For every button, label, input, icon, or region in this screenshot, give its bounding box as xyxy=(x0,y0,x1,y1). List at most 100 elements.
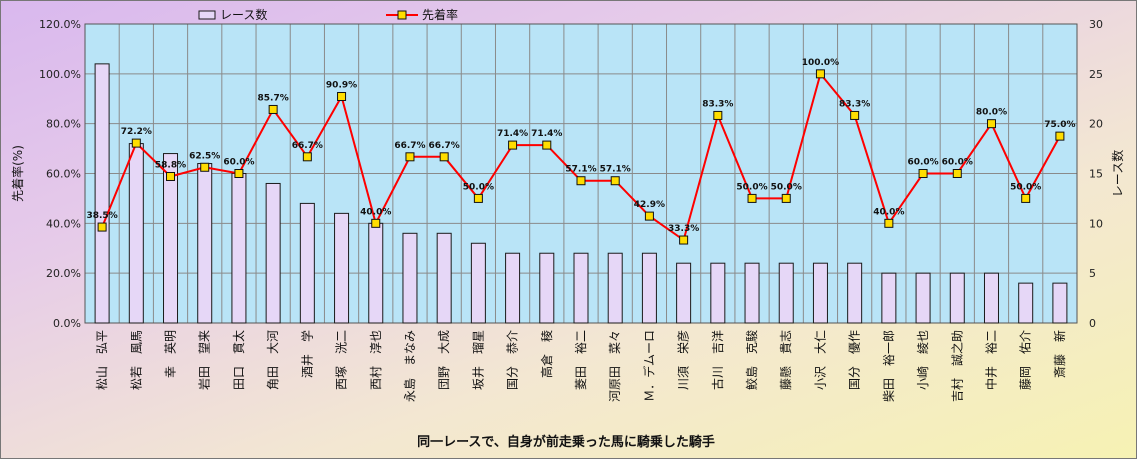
y2-tick-label: 5 xyxy=(1089,267,1096,280)
category-label: 藤岡 佑介 xyxy=(1019,330,1033,390)
rate-marker xyxy=(542,140,552,150)
y1-tick-label: 60.0% xyxy=(46,168,81,181)
category-label: 松山 弘平 xyxy=(95,330,109,390)
y1-axis-title: 先着率(%) xyxy=(10,145,25,202)
bar xyxy=(94,63,110,324)
rate-data-label: 58.8% xyxy=(155,160,186,170)
rate-marker xyxy=(884,218,894,228)
category-label: 西村 淳也 xyxy=(368,330,383,390)
bar xyxy=(778,262,794,324)
bar xyxy=(1052,282,1068,324)
bar xyxy=(402,232,418,324)
rate-data-label: 85.7% xyxy=(258,93,289,103)
rate-marker xyxy=(986,119,996,129)
category-label: 藤懸 貴志 xyxy=(779,330,793,390)
y1-tick-label: 0.0% xyxy=(53,317,81,330)
rate-marker xyxy=(302,152,312,162)
rate-marker xyxy=(405,152,415,162)
bar xyxy=(197,163,213,324)
rate-data-label: 83.3% xyxy=(702,99,733,109)
rate-marker xyxy=(508,140,518,150)
legend-label: 先着率 xyxy=(422,7,458,22)
rate-marker xyxy=(268,104,278,114)
bar xyxy=(539,252,555,324)
y1-tick-label: 20.0% xyxy=(46,267,81,280)
rate-data-label: 50.0% xyxy=(1010,182,1041,192)
category-label: 酒井 学 xyxy=(299,330,314,378)
rate-marker xyxy=(234,169,244,178)
rate-marker xyxy=(713,110,723,120)
category-label: 国分 優作 xyxy=(848,330,862,390)
bar xyxy=(299,202,315,324)
rate-data-label: 80.0% xyxy=(976,108,1007,118)
bar xyxy=(334,212,350,324)
rate-data-label: 66.7% xyxy=(292,141,323,151)
y1-tick-label: 120.0% xyxy=(39,18,81,31)
y2-tick-label: 0 xyxy=(1089,317,1096,330)
bar xyxy=(128,143,144,324)
bar xyxy=(881,272,897,324)
rate-data-label: 66.7% xyxy=(394,141,425,151)
rate-data-label: 75.0% xyxy=(1044,120,1075,130)
rate-data-label: 71.4% xyxy=(497,129,528,139)
bar xyxy=(847,262,863,324)
category-label: 中井 裕二 xyxy=(983,330,998,390)
rate-data-label: 57.1% xyxy=(565,165,596,175)
rate-marker xyxy=(918,169,928,178)
rate-data-label: 33.3% xyxy=(668,224,699,234)
bar xyxy=(676,262,692,324)
category-label: 小沢 大仁 xyxy=(813,330,827,390)
category-label: 西塚 洸二 xyxy=(335,330,349,390)
category-label: 岩田 望来 xyxy=(197,330,212,390)
bar xyxy=(231,173,247,324)
rate-data-label: 60.0% xyxy=(942,158,973,168)
bar xyxy=(368,222,384,324)
bar xyxy=(607,252,623,324)
rate-marker xyxy=(576,176,586,186)
y2-tick-label: 30 xyxy=(1089,18,1103,31)
bar xyxy=(470,242,486,324)
bar xyxy=(163,153,179,324)
category-label: 鮫島 克駿 xyxy=(744,330,759,390)
rate-marker xyxy=(815,69,825,79)
rate-marker xyxy=(1055,131,1065,141)
bar xyxy=(744,262,760,324)
category-label: 角田 大河 xyxy=(266,330,280,390)
y1-tick-label: 80.0% xyxy=(46,118,81,131)
legend-bar-swatch xyxy=(198,10,216,20)
bar xyxy=(949,272,965,324)
bar xyxy=(983,272,999,324)
rate-marker xyxy=(166,171,176,181)
y2-tick-label: 25 xyxy=(1089,68,1103,81)
rate-data-label: 40.0% xyxy=(873,207,904,217)
rate-data-label: 50.0% xyxy=(771,182,802,192)
rate-data-label: 66.7% xyxy=(429,141,460,151)
category-label: 河原田 菜々 xyxy=(608,330,622,402)
category-label: 小崎 綾也 xyxy=(915,330,930,390)
category-label: 吉村 誠之助 xyxy=(950,330,964,402)
rate-data-label: 71.4% xyxy=(531,129,562,139)
rate-marker xyxy=(747,193,757,203)
rate-marker xyxy=(644,211,654,221)
category-label: 坂井 瑠星 xyxy=(471,330,485,390)
rate-marker xyxy=(952,169,962,178)
category-label: 幸 英明 xyxy=(164,330,178,378)
rate-marker xyxy=(439,152,449,162)
y2-tick-label: 20 xyxy=(1089,118,1103,131)
rate-marker xyxy=(131,138,141,148)
category-label: 永島 まなみ xyxy=(402,330,417,402)
rate-data-label: 60.0% xyxy=(223,158,254,168)
rate-data-label: 60.0% xyxy=(907,158,938,168)
rate-data-label: 90.9% xyxy=(326,81,357,91)
bar xyxy=(505,252,521,324)
category-label: 柴田 裕一郎 xyxy=(881,330,896,402)
y2-axis-title: レース数 xyxy=(1110,150,1125,197)
category-label: 高倉 稜 xyxy=(539,330,554,378)
rate-data-label: 57.1% xyxy=(600,165,631,175)
rate-data-label: 100.0% xyxy=(802,58,840,68)
bar xyxy=(436,232,452,324)
category-label: 松若 風馬 xyxy=(129,330,143,390)
bar xyxy=(812,262,828,324)
bar xyxy=(573,252,589,324)
